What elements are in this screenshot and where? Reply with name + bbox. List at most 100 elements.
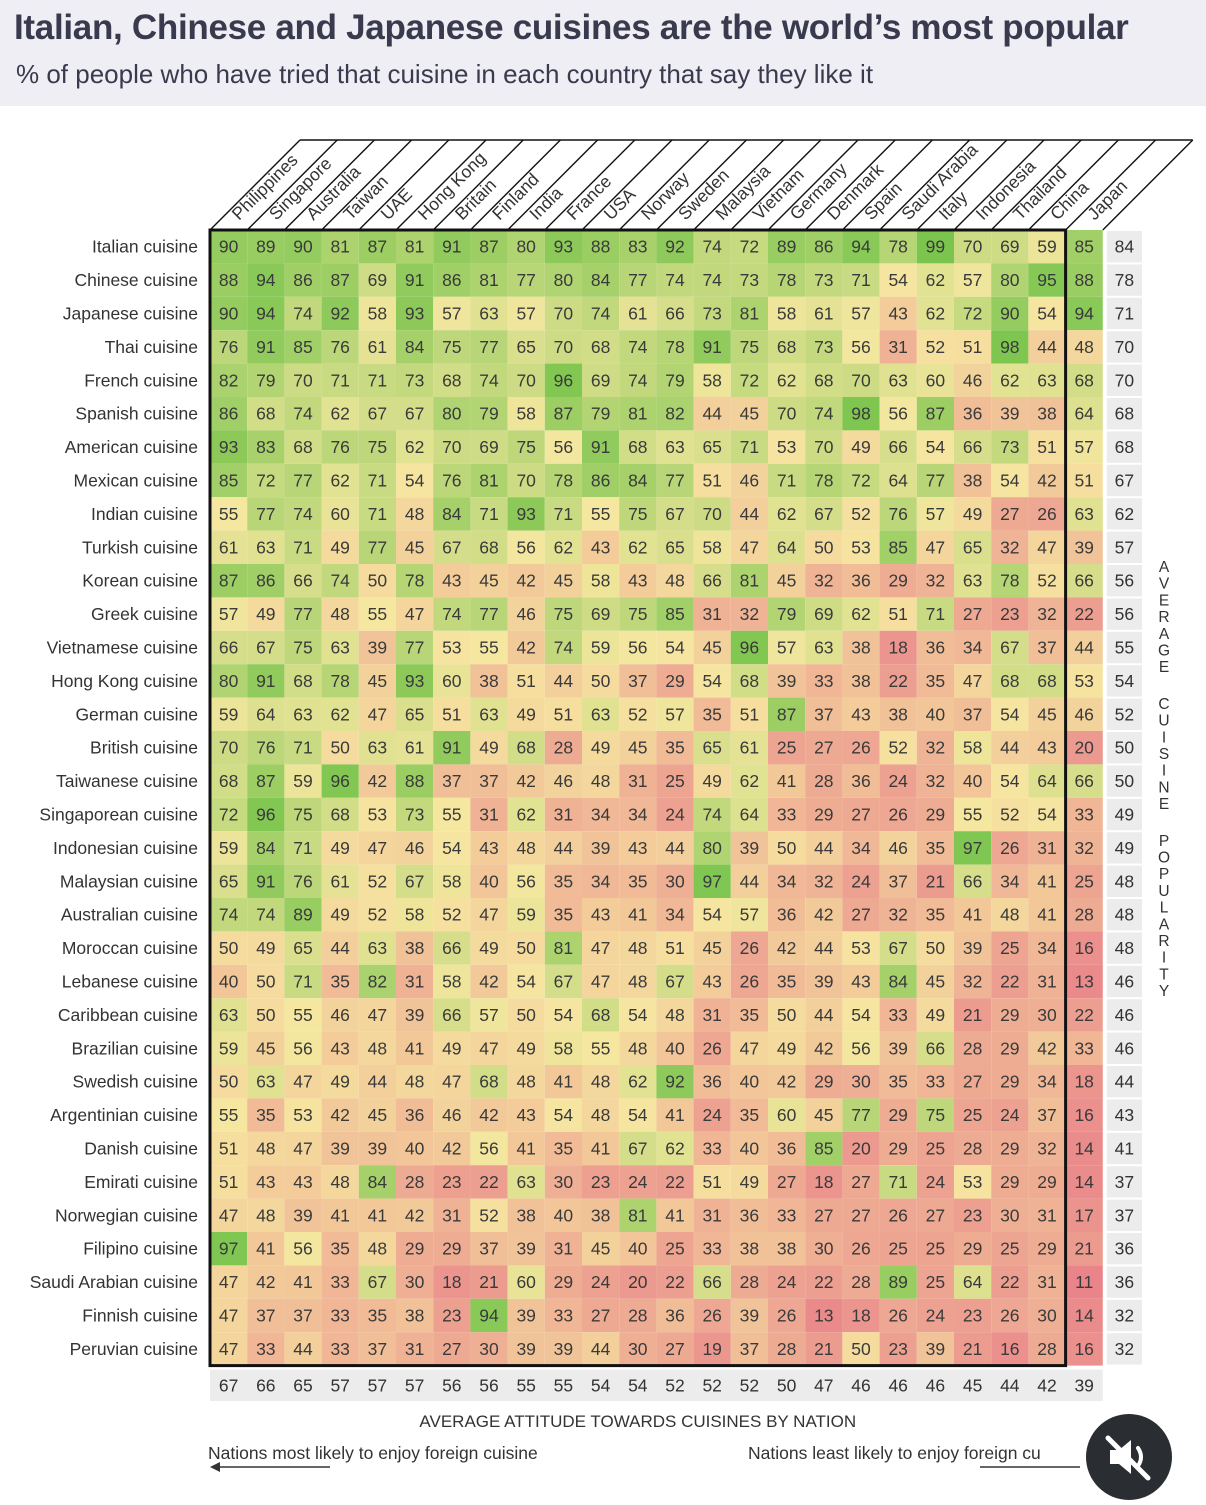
- cell-value: 81: [479, 270, 498, 290]
- cell-value: 50: [777, 1005, 797, 1025]
- heatmap-cell: [693, 731, 731, 765]
- cell-value: 74: [702, 270, 722, 290]
- heatmap-cell: [470, 1298, 508, 1333]
- heatmap-cell: [470, 697, 508, 731]
- heatmap-cell: [544, 664, 582, 698]
- heatmap-cell: [730, 397, 768, 431]
- cell-value: 50: [256, 1005, 276, 1025]
- cell-value: 32: [740, 604, 759, 624]
- heatmap-cell: [768, 430, 806, 464]
- heatmap-cell: [842, 497, 880, 531]
- cell-value: 42: [330, 1105, 349, 1125]
- cell-value: 48: [405, 504, 424, 524]
- cell-value: 46: [516, 604, 535, 624]
- heatmap-cell: [1065, 697, 1103, 731]
- cell-value: 63: [293, 704, 312, 724]
- heatmap-cell: [321, 1265, 359, 1299]
- cell-value: 79: [479, 404, 498, 424]
- cell-value: 70: [516, 370, 536, 390]
- heatmap-cell: [842, 1131, 880, 1166]
- mute-button[interactable]: [1086, 1414, 1172, 1500]
- heatmap-cell: [656, 1165, 694, 1199]
- cell-value: 56: [516, 871, 535, 891]
- heatmap-cell: [433, 1332, 471, 1366]
- cuisine-label: Italian cuisine: [92, 237, 198, 257]
- heatmap-cell: [247, 998, 285, 1032]
- heatmap-cell: [433, 1265, 471, 1299]
- cell-value: 24: [926, 1172, 946, 1192]
- heatmap-cell: [210, 263, 248, 297]
- heatmap-cell: [358, 898, 396, 932]
- cell-value: 57: [219, 604, 238, 624]
- footer-arrow-head: [210, 1462, 220, 1472]
- heatmap-cell: [396, 1198, 434, 1232]
- heatmap-cell: [879, 931, 917, 965]
- heatmap-cell: [693, 564, 731, 598]
- cell-value: 29: [814, 805, 833, 825]
- cell-value: 68: [1037, 671, 1056, 691]
- cell-value: 34: [777, 871, 797, 891]
- heatmap-cell: [879, 764, 917, 798]
- heatmap-cell: [284, 397, 322, 431]
- cell-value: 42: [368, 771, 387, 791]
- heatmap-cell: [805, 430, 843, 464]
- cell-value: 66: [926, 1038, 945, 1058]
- cell-value: 46: [330, 1005, 349, 1025]
- cell-value: 59: [293, 771, 312, 791]
- heatmap-cell: [954, 931, 992, 965]
- cell-value: 41: [554, 1072, 573, 1092]
- heatmap-cell: [954, 831, 992, 865]
- cell-value: 26: [777, 1306, 796, 1326]
- cell-value: 35: [554, 1139, 573, 1159]
- cell-value: 51: [888, 604, 907, 624]
- cell-value: 89: [777, 237, 796, 257]
- heatmap-cell: [470, 630, 508, 665]
- cell-value: 53: [963, 1172, 982, 1192]
- cell-value: 35: [554, 905, 573, 925]
- heatmap-cell: [358, 764, 396, 798]
- cuisine-label: Taiwanese cuisine: [56, 771, 198, 791]
- heatmap-cell: [247, 864, 285, 898]
- heatmap-cell: [842, 797, 880, 832]
- cell-value: 28: [554, 738, 573, 758]
- heatmap-cell: [284, 530, 322, 564]
- heatmap-cell: [1028, 964, 1066, 999]
- heatmap-cell: [544, 1131, 582, 1166]
- cell-value: 48: [628, 972, 647, 992]
- heatmap-cell: [1028, 831, 1066, 865]
- heatmap-cell: [1028, 697, 1066, 731]
- heatmap-cell: [656, 797, 694, 832]
- cell-value: 35: [628, 871, 647, 891]
- heatmap-cell: [470, 263, 508, 297]
- cell-value: 31: [702, 604, 721, 624]
- heatmap-cell: [284, 630, 322, 665]
- heatmap-cell: [1028, 1298, 1066, 1333]
- heatmap-cell: [507, 1232, 545, 1266]
- header-divider: [767, 139, 859, 231]
- cell-value: 33: [330, 1339, 349, 1359]
- axis-label-letter: I: [1162, 729, 1166, 746]
- heatmap-cell: [1028, 397, 1066, 431]
- cell-value: 49: [330, 537, 349, 557]
- heatmap-cell: [619, 296, 657, 331]
- heatmap-cell: [916, 230, 954, 264]
- cell-value: 70: [851, 370, 871, 390]
- heatmap-cell: [433, 731, 471, 765]
- cell-value: 65: [963, 537, 982, 557]
- cell-value: 30: [1037, 1306, 1057, 1326]
- heatmap-cell: [768, 1031, 806, 1065]
- heatmap-cell: [656, 764, 694, 798]
- cell-value: 41: [1037, 871, 1056, 891]
- heatmap-cell: [1028, 1065, 1066, 1099]
- heatmap-cell: [991, 1065, 1029, 1099]
- cell-value: 77: [368, 537, 387, 557]
- cell-value: 49: [777, 1038, 796, 1058]
- cell-value: 88: [1074, 270, 1093, 290]
- cell-value: 66: [963, 871, 982, 891]
- cell-value: 68: [1074, 370, 1093, 390]
- cell-value: 29: [963, 1239, 982, 1259]
- heatmap-cell: [656, 497, 694, 531]
- heatmap-cell: [991, 797, 1029, 832]
- heatmap-cell: [1065, 1198, 1103, 1232]
- heatmap-cell: [1028, 797, 1066, 832]
